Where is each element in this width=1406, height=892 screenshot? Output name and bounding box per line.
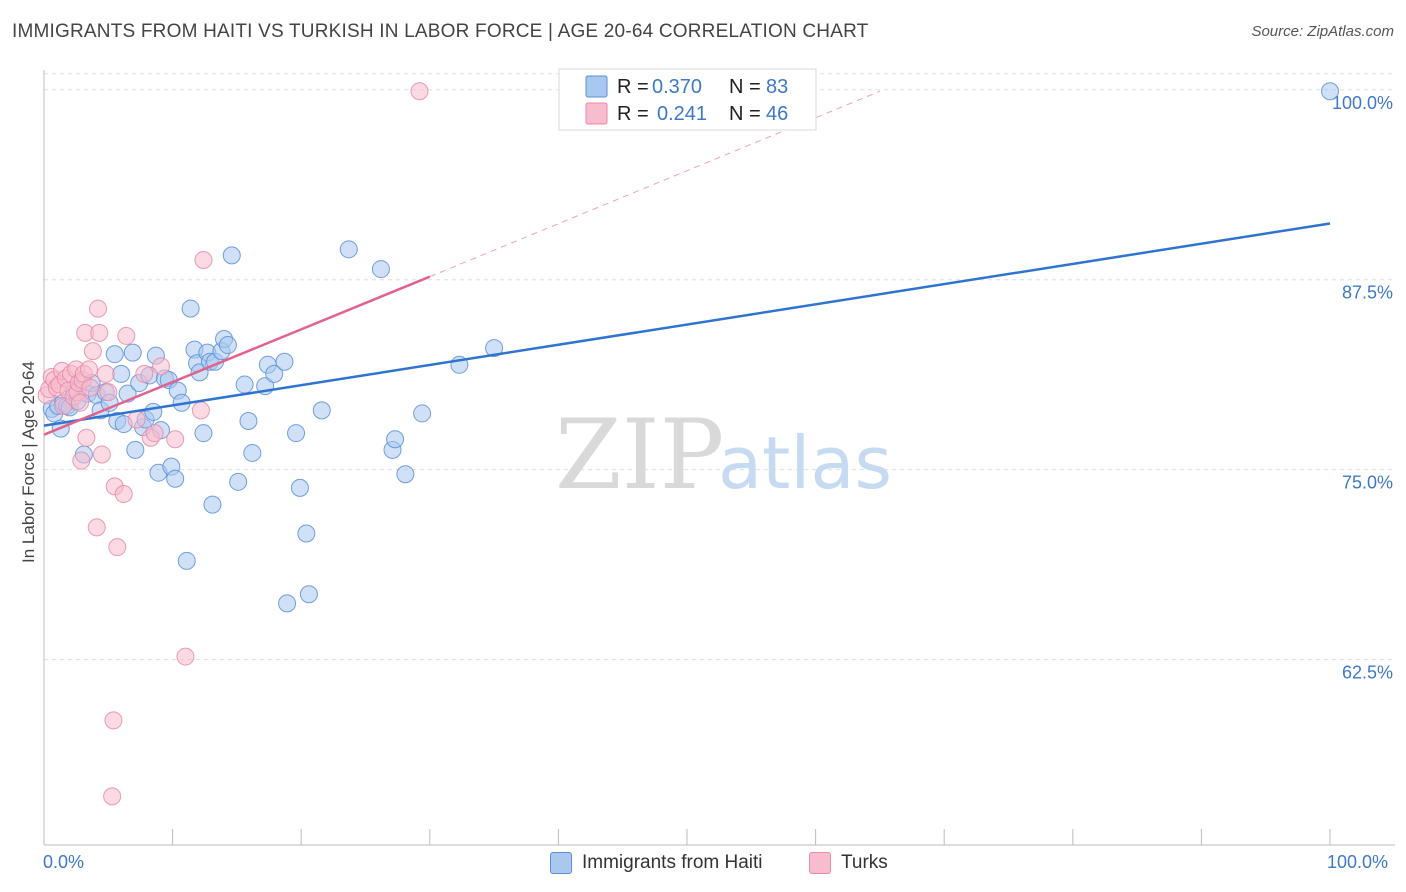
haiti-point xyxy=(278,594,297,613)
haiti-point xyxy=(123,343,142,362)
turks-point xyxy=(103,787,122,806)
turks-point xyxy=(145,424,164,443)
haiti-point xyxy=(299,585,318,604)
turks-point xyxy=(80,360,99,379)
turks-point xyxy=(104,711,123,730)
haiti-point xyxy=(265,364,284,383)
bottom-legend-item-turks: Turks xyxy=(809,852,888,874)
legend-swatch-haiti xyxy=(585,75,608,98)
bottom-legend-item-haiti: Immigrants from Haiti xyxy=(550,852,763,874)
haiti-point xyxy=(297,524,316,543)
x-tick-label-max: 100.0% xyxy=(1327,852,1389,872)
turks-point xyxy=(114,484,133,503)
haiti-point xyxy=(413,404,432,423)
haiti-point xyxy=(218,336,237,355)
haiti-point xyxy=(287,424,306,443)
turks-point xyxy=(127,410,146,429)
haiti-point xyxy=(312,401,331,420)
turks-point xyxy=(87,518,106,537)
turks-trend-extension xyxy=(429,90,881,278)
turks-trend-line xyxy=(43,275,431,436)
haiti-point xyxy=(386,430,405,449)
turks-point xyxy=(71,393,90,412)
turks-point xyxy=(176,647,195,666)
turks-point xyxy=(117,326,136,345)
legend-n-label-2: N = xyxy=(729,103,761,125)
haiti-point xyxy=(105,345,124,364)
haiti-point xyxy=(112,364,131,383)
turks-point xyxy=(83,342,102,361)
turks-point xyxy=(194,250,213,269)
turks-point xyxy=(92,445,111,464)
grid-layer xyxy=(44,73,1395,661)
watermark: ZIP atlas xyxy=(555,399,892,511)
turks-point xyxy=(191,401,210,420)
haiti-point xyxy=(235,375,254,394)
watermark-zip: ZIP xyxy=(555,399,724,511)
haiti-point xyxy=(144,402,163,421)
haiti-point xyxy=(229,472,248,491)
turks-point xyxy=(108,538,127,557)
haiti-trend-line xyxy=(43,222,1331,427)
legend-r-value-1: 0.370 xyxy=(652,76,702,98)
legend-r-value-2: 0.241 xyxy=(657,103,707,125)
turks-point xyxy=(90,323,109,342)
turks-point xyxy=(410,82,429,101)
points-layer xyxy=(37,82,1339,806)
haiti-point xyxy=(371,260,390,279)
turks-point xyxy=(72,451,91,470)
bottom-legend-label-haiti: Immigrants from Haiti xyxy=(582,852,763,873)
legend-n-value-2: 46 xyxy=(766,103,788,125)
y-tick-label: 100.0% xyxy=(1332,93,1393,113)
haiti-point xyxy=(339,240,358,259)
bottom-legend: Immigrants from Haiti Turks xyxy=(0,852,1406,878)
turks-point xyxy=(81,378,100,397)
y-tick-label: 87.5% xyxy=(1342,283,1393,303)
haiti-point xyxy=(485,339,504,358)
x-tick-label-min: 0.0% xyxy=(43,852,85,872)
turks-point xyxy=(96,364,115,383)
bottom-legend-label-turks: Turks xyxy=(841,852,888,873)
haiti-point xyxy=(396,465,415,484)
legend-swatch-turks xyxy=(585,102,608,125)
haiti-point xyxy=(222,246,241,265)
haiti-point xyxy=(194,424,213,443)
legend-r-label-2: R = xyxy=(617,103,649,125)
y-tick-label: 62.5% xyxy=(1342,663,1393,683)
watermark-atlas: atlas xyxy=(718,421,892,505)
haiti-point xyxy=(126,440,145,459)
legend-n-label-1: N = xyxy=(729,76,761,98)
haiti-point xyxy=(275,352,294,371)
haiti-point xyxy=(239,412,258,431)
chart-source: Source: ZipAtlas.com xyxy=(1251,23,1394,40)
axes-layer: 62.5% 75.0% 87.5% 100.0% xyxy=(43,70,1395,846)
haiti-point xyxy=(1321,82,1339,101)
chart-title: IMMIGRANTS FROM HAITI VS TURKISH IN LABO… xyxy=(12,21,869,42)
haiti-point xyxy=(181,299,200,318)
turks-point xyxy=(152,357,171,376)
haiti-point xyxy=(243,443,262,462)
haiti-point xyxy=(290,478,309,497)
legend-r-label-1: R = xyxy=(617,76,649,98)
trend-layer xyxy=(43,90,1331,436)
bottom-legend-swatch-haiti xyxy=(550,852,572,874)
turks-point xyxy=(99,383,118,402)
haiti-point xyxy=(166,469,185,488)
turks-point xyxy=(135,364,154,383)
legend-n-value-1: 83 xyxy=(766,76,788,98)
turks-point xyxy=(77,428,96,447)
y-tick-label: 75.0% xyxy=(1342,473,1393,493)
turks-point xyxy=(89,299,108,318)
legend: R = 0.370 N = 83 R = 0.241 N = 46 xyxy=(558,68,817,131)
haiti-point xyxy=(177,551,196,570)
haiti-point xyxy=(203,495,222,514)
bottom-legend-swatch-turks xyxy=(809,852,831,874)
turks-point xyxy=(166,430,185,449)
